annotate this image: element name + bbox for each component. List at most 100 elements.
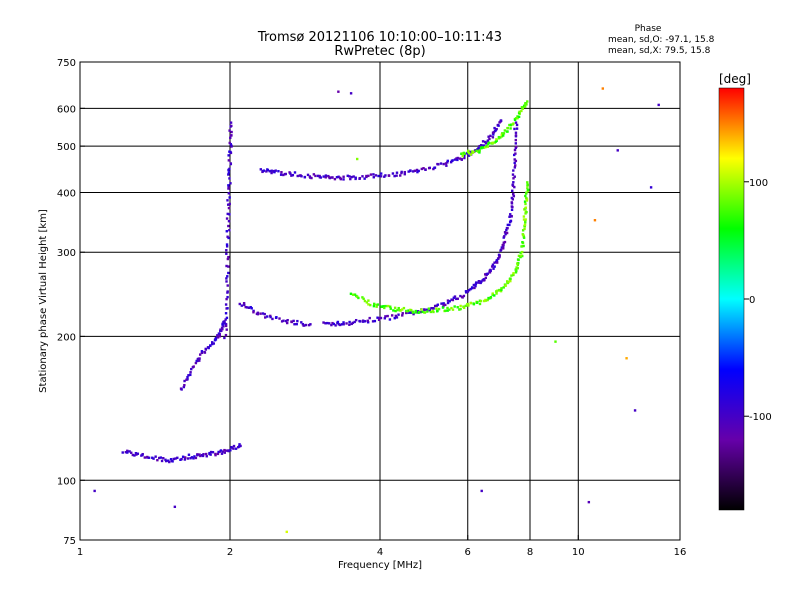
data-point [190,456,194,459]
data-point [446,301,450,305]
data-point [393,316,396,320]
data-point [218,335,222,338]
data-point [480,489,483,493]
data-point [500,133,503,136]
data-point [394,314,398,318]
data-point [439,162,443,165]
data-point [353,320,356,324]
data-point [467,304,470,307]
data-point [448,308,451,311]
data-point [513,161,516,165]
data-point [230,445,233,449]
data-point [500,287,503,290]
data-point [372,176,375,179]
data-point [228,150,231,153]
data-point [280,171,283,174]
data-point [359,320,362,323]
data-point [296,174,299,178]
data-point [522,215,526,218]
data-point [484,142,488,145]
data-point [227,186,230,189]
x-tick-label: 4 [377,547,383,558]
data-point [498,288,501,292]
data-point [303,324,306,327]
data-point [509,277,512,280]
data-point [147,456,151,459]
data-point [225,245,229,248]
data-point [601,87,605,90]
data-point [300,321,303,324]
data-point [383,175,386,178]
data-point [513,185,516,189]
data-point [419,310,422,314]
data-point [224,312,228,315]
data-point [186,457,190,460]
data-point [229,449,232,452]
data-point [250,307,253,310]
data-point [514,138,518,142]
data-point [512,153,516,157]
data-point [469,287,472,291]
data-point [290,320,293,324]
data-point [414,311,417,314]
data-point [503,235,506,238]
data-point [412,170,415,173]
data-point [172,457,176,461]
data-point [379,172,383,175]
y-tick-label: 500 [57,142,76,153]
data-point [348,320,351,324]
data-point [286,318,289,322]
data-point [183,379,186,383]
data-point [356,295,359,298]
data-point [324,174,328,177]
data-point [146,455,149,459]
data-point [467,154,471,157]
data-point [306,173,310,177]
data-point [521,107,525,110]
data-point [478,302,482,306]
data-point [203,350,206,354]
data-point [444,162,448,165]
data-point [266,168,269,171]
data-point [526,188,530,192]
colorbar-tick-label: 0 [749,295,755,306]
data-point [484,276,488,280]
data-point [221,327,224,331]
data-point [488,271,492,274]
data-point [508,223,511,227]
data-point [227,206,231,210]
data-point [446,161,449,164]
y-tick-label: 200 [57,332,76,343]
data-point [417,311,421,314]
data-point [238,302,241,306]
data-point [196,359,199,363]
x-tick-label: 10 [572,547,585,558]
data-point [219,329,222,333]
data-point [182,385,186,389]
data-point [428,309,431,312]
data-point [445,164,448,167]
data-point [322,175,325,178]
data-point [510,274,513,277]
data-point [216,452,220,456]
data-point [225,449,228,452]
data-point [593,219,597,222]
data-point [366,321,370,324]
data-point [376,316,379,319]
data-point [488,137,491,141]
x-tick-label: 1 [77,547,83,558]
data-point [152,457,155,460]
data-point [261,312,265,315]
data-point [456,156,459,160]
data-point [382,305,385,308]
data-point [227,154,230,157]
data-point [517,254,521,258]
data-point [474,282,478,286]
data-point [401,314,404,317]
data-point [524,206,528,209]
data-point [442,302,445,305]
data-point [399,309,402,312]
data-point [479,143,483,147]
data-point [211,451,215,454]
data-point [523,223,527,226]
